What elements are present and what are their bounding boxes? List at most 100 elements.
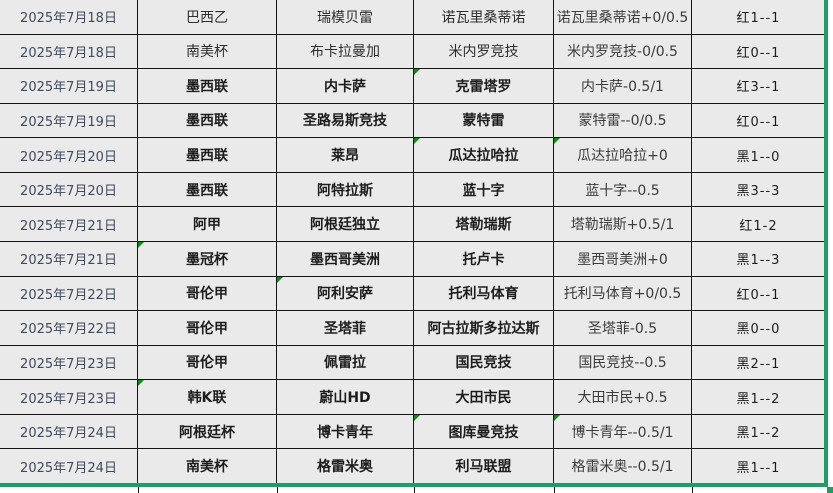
cell-handicap[interactable]: 托利马体育+0/0.5: [554, 276, 692, 312]
cell-away-team[interactable]: 图库曼竞技: [414, 414, 554, 450]
cell-result[interactable]: 红1-2: [692, 207, 826, 242]
cell-handicap[interactable]: 圣塔菲-0.5: [554, 311, 692, 346]
cell-home-team[interactable]: 莱昂: [277, 138, 414, 173]
cell-league[interactable]: 哥伦甲: [138, 345, 277, 381]
cell-away-team[interactable]: 蒙特雷: [414, 103, 554, 139]
match-results-table: 2025年7月18日 巴西乙 瑞模贝雷 诺瓦里桑蒂诺 诺瓦里桑蒂诺+0/0.5 …: [0, 0, 826, 484]
cell-away-team[interactable]: 诺瓦里桑蒂诺: [414, 0, 554, 35]
cell-date[interactable]: 2025年7月20日: [0, 172, 138, 208]
cell-date[interactable]: 2025年7月19日: [0, 69, 138, 104]
cell-handicap[interactable]: 国民竞技--0.5: [554, 345, 692, 381]
cell-handicap[interactable]: 蓝十字--0.5: [554, 172, 692, 208]
cell-date[interactable]: 2025年7月22日: [0, 276, 138, 312]
cell-home-team[interactable]: 瑞模贝雷: [277, 0, 414, 35]
cell-league[interactable]: 墨西联: [138, 103, 277, 139]
cell-league[interactable]: 哥伦甲: [138, 276, 277, 312]
cell-home-team[interactable]: 佩雷拉: [277, 345, 414, 381]
cell-result[interactable]: 黑1--3: [692, 242, 826, 277]
cell-date[interactable]: 2025年7月23日: [0, 380, 138, 415]
cell-away-team[interactable]: 蓝十字: [414, 172, 554, 208]
cell-home-team[interactable]: 内卡萨: [277, 69, 414, 104]
cell-result[interactable]: 黑0--0: [692, 311, 826, 346]
cell-date[interactable]: 2025年7月19日: [0, 103, 138, 139]
cell-result[interactable]: 黑1--2: [692, 380, 826, 415]
cell-handicap[interactable]: 格雷米奥--0.5/1: [554, 449, 692, 484]
cell-home-team[interactable]: 墨西哥美洲: [277, 242, 414, 277]
cell-date[interactable]: 2025年7月24日: [0, 449, 138, 484]
cell-home-team[interactable]: 阿根廷独立: [277, 207, 414, 242]
selection-border-right: [824, 0, 828, 487]
cell-text: 阿利安萨: [317, 286, 373, 303]
cell-home-team[interactable]: 圣塔菲: [277, 311, 414, 346]
cell-result[interactable]: 红0--1: [692, 103, 826, 139]
column-divider: [277, 487, 278, 493]
cell-result[interactable]: 黑3--3: [692, 172, 826, 208]
cell-league[interactable]: 南美杯: [138, 34, 277, 70]
cell-away-team[interactable]: 国民竞技: [414, 345, 554, 381]
cell-away-team[interactable]: 利马联盟: [414, 449, 554, 484]
cell-result[interactable]: 红0--1: [692, 276, 826, 312]
cell-handicap[interactable]: 瓜达拉哈拉+0: [554, 138, 692, 173]
error-flag-icon: [414, 69, 420, 76]
cell-handicap[interactable]: 塔勒瑞斯+0.5/1: [554, 207, 692, 242]
cell-away-team[interactable]: 阿古拉斯多拉达斯: [414, 311, 554, 346]
cell-result[interactable]: 黑1--2: [692, 414, 826, 450]
error-flag-icon: [414, 414, 420, 421]
cell-handicap[interactable]: 内卡萨-0.5/1: [554, 69, 692, 104]
error-flag-icon: [277, 276, 283, 283]
cell-handicap[interactable]: 博卡青年--0.5/1: [554, 414, 692, 450]
cell-league[interactable]: 墨西联: [138, 138, 277, 173]
fill-handle[interactable]: [827, 487, 833, 493]
cell-away-team[interactable]: 克雷塔罗: [414, 69, 554, 104]
cell-league[interactable]: 南美杯: [138, 449, 277, 484]
cell-home-team[interactable]: 圣路易斯竞技: [277, 103, 414, 139]
cell-away-team[interactable]: 托卢卡: [414, 242, 554, 277]
cell-league[interactable]: 阿根廷杯: [138, 414, 277, 450]
cell-league[interactable]: 韩K联: [138, 380, 277, 415]
cell-date[interactable]: 2025年7月23日: [0, 345, 138, 381]
cell-home-team[interactable]: 阿特拉斯: [277, 172, 414, 208]
cell-text: 图库曼竞技: [448, 424, 519, 441]
cell-result[interactable]: 黑1--1: [692, 449, 826, 484]
cell-handicap[interactable]: 米内罗竞技-0/0.5: [554, 34, 692, 70]
cell-home-team[interactable]: 阿利安萨: [277, 276, 414, 312]
cell-handicap[interactable]: 大田市民+0.5: [554, 380, 692, 415]
cell-date[interactable]: 2025年7月21日: [0, 242, 138, 277]
cell-text: 瓜达拉哈拉+0: [577, 148, 668, 165]
cell-result[interactable]: 红1--1: [692, 0, 826, 35]
cell-league[interactable]: 巴西乙: [138, 0, 277, 35]
cell-result[interactable]: 黑1--0: [692, 138, 826, 173]
cell-handicap[interactable]: 蒙特雷--0/0.5: [554, 103, 692, 139]
cell-handicap[interactable]: 诺瓦里桑蒂诺+0/0.5: [554, 0, 692, 35]
cell-date[interactable]: 2025年7月21日: [0, 207, 138, 242]
cell-date[interactable]: 2025年7月18日: [0, 34, 138, 70]
cell-away-team[interactable]: 大田市民: [414, 380, 554, 415]
cell-date[interactable]: 2025年7月20日: [0, 138, 138, 173]
cell-home-team[interactable]: 布卡拉曼加: [277, 34, 414, 70]
error-flag-icon: [554, 138, 560, 145]
cell-away-team[interactable]: 米内罗竞技: [414, 34, 554, 70]
cell-league[interactable]: 墨冠杯: [138, 242, 277, 277]
cell-league[interactable]: 墨西联: [138, 69, 277, 104]
cell-away-team[interactable]: 塔勒瑞斯: [414, 207, 554, 242]
cell-home-team[interactable]: 格雷米奥: [277, 449, 414, 484]
cell-result[interactable]: 黑2--1: [692, 345, 826, 381]
cell-league[interactable]: 墨西联: [138, 172, 277, 208]
cell-result[interactable]: 红3--1: [692, 69, 826, 104]
cell-home-team[interactable]: 蔚山HD: [277, 380, 414, 415]
cell-away-team[interactable]: 瓜达拉哈拉: [414, 138, 554, 173]
cell-handicap[interactable]: 墨西哥美洲+0: [554, 242, 692, 277]
cell-home-team[interactable]: 博卡青年: [277, 414, 414, 450]
cell-league[interactable]: 哥伦甲: [138, 311, 277, 346]
cell-date[interactable]: 2025年7月24日: [0, 414, 138, 450]
error-flag-icon: [138, 380, 144, 387]
column-divider: [554, 487, 555, 493]
cell-text: 博卡青年--0.5/1: [571, 424, 674, 441]
cell-text: 韩K联: [187, 390, 227, 407]
cell-league[interactable]: 阿甲: [138, 207, 277, 242]
cell-date[interactable]: 2025年7月22日: [0, 311, 138, 346]
cell-date[interactable]: 2025年7月18日: [0, 0, 138, 35]
cell-result[interactable]: 红0--1: [692, 34, 826, 70]
error-flag-icon: [414, 138, 420, 145]
cell-away-team[interactable]: 托利马体育: [414, 276, 554, 312]
